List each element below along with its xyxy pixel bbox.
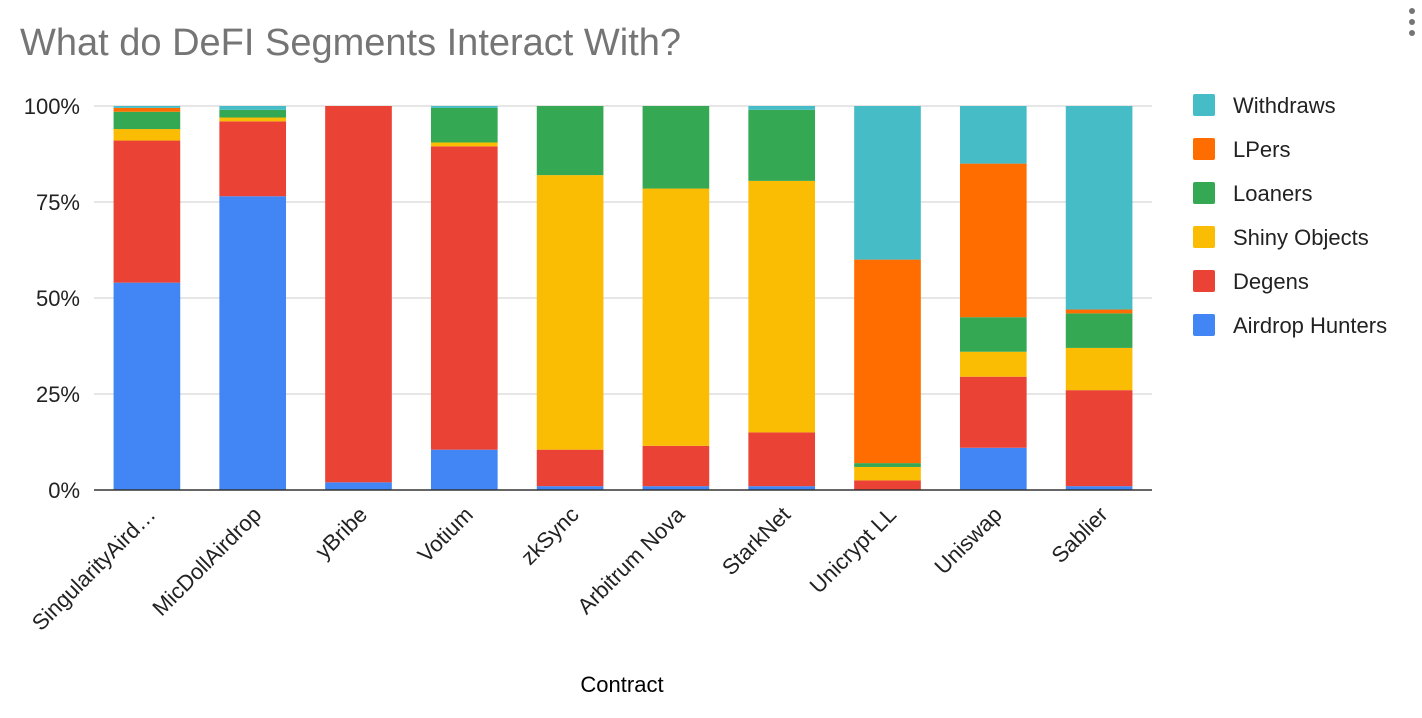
bar-segment[interactable] [854, 480, 921, 490]
bar-segment[interactable] [642, 486, 710, 490]
bar-segment[interactable] [959, 447, 1027, 490]
bar-segment[interactable] [219, 117, 287, 122]
bar-segment[interactable] [1065, 313, 1133, 348]
bar-segment[interactable] [748, 106, 816, 110]
bar-segment[interactable] [430, 142, 498, 147]
bar-segment[interactable] [748, 180, 816, 433]
x-tick-label: Unicrypt LL [805, 502, 901, 598]
bar-segment[interactable] [748, 109, 816, 181]
y-tick-label: 100% [24, 94, 80, 119]
x-tick-label: yBribe [310, 502, 372, 564]
bar-segment[interactable] [854, 466, 921, 481]
legend: Withdraws LPers Loaners Shiny Objects Degens… [1193, 93, 1387, 338]
x-tick-label: Votium [413, 502, 478, 567]
legend-swatch [1193, 226, 1215, 248]
bar-segment[interactable] [959, 317, 1027, 352]
bar-segment[interactable] [536, 449, 604, 487]
bar-segment[interactable] [113, 129, 181, 141]
y-tick-label: 0% [48, 478, 80, 503]
legend-swatch [1193, 270, 1215, 292]
bar-segment[interactable] [1065, 390, 1133, 487]
bar-segment[interactable] [959, 163, 1027, 318]
bar-segment[interactable] [642, 188, 710, 446]
bar-segment[interactable] [642, 445, 710, 487]
bar-segment[interactable] [325, 482, 392, 490]
bars [113, 106, 1133, 491]
bar-segment[interactable] [430, 106, 498, 108]
x-tick-label: Arbitrum Nova [572, 501, 690, 619]
more-vert-icon[interactable] [1400, 8, 1422, 48]
bar-segment[interactable] [219, 121, 287, 197]
legend-label[interactable]: LPers [1233, 137, 1290, 162]
bar-segment[interactable] [430, 146, 498, 450]
bar-segment[interactable] [113, 111, 181, 130]
bar-segment[interactable] [748, 432, 816, 487]
bar-segment[interactable] [219, 106, 287, 110]
bar-segment[interactable] [1065, 486, 1133, 490]
bar-segment[interactable] [219, 196, 287, 491]
bar-segment[interactable] [1065, 347, 1133, 391]
x-tick-label: StarkNet [717, 502, 795, 580]
x-axis-title: Contract [580, 672, 663, 697]
x-tick-label: SingularityAird… [27, 502, 161, 636]
bar-segment[interactable] [113, 106, 181, 108]
bar-segment[interactable] [959, 106, 1027, 164]
bar-segment[interactable] [854, 259, 921, 464]
bar-segment[interactable] [1065, 106, 1133, 310]
bar-segment[interactable] [854, 106, 921, 260]
x-tick-label: Sablier [1047, 502, 1113, 568]
bar-segment[interactable] [642, 106, 710, 189]
legend-label[interactable]: Shiny Objects [1233, 225, 1369, 250]
chart-title: What do DeFI Segments Interact With? [20, 22, 682, 64]
bar-segment[interactable] [959, 351, 1027, 377]
legend-label[interactable]: Withdraws [1233, 93, 1336, 118]
legend-swatch [1193, 182, 1215, 204]
x-tick-label: zkSync [516, 502, 584, 570]
bar-segment[interactable] [219, 109, 287, 118]
bar-segment[interactable] [959, 376, 1027, 448]
y-tick-label: 25% [36, 382, 80, 407]
bar-segment[interactable] [430, 449, 498, 490]
bar-segment[interactable] [536, 175, 604, 450]
x-tick-label: MicDollAirdrop [147, 502, 266, 621]
y-tick-label: 50% [36, 286, 80, 311]
legend-swatch [1193, 94, 1215, 116]
legend-label[interactable]: Airdrop Hunters [1233, 313, 1387, 338]
bar-segment[interactable] [325, 106, 392, 483]
y-tick-label: 75% [36, 190, 80, 215]
x-tick-label: Uniswap [929, 502, 1006, 579]
bar-segment[interactable] [854, 463, 921, 467]
bar-segment[interactable] [1065, 309, 1133, 314]
bar-segment[interactable] [113, 282, 181, 490]
bar-segment[interactable] [536, 106, 604, 176]
bar-segment[interactable] [113, 107, 181, 112]
legend-label[interactable]: Degens [1233, 269, 1309, 294]
bar-segment[interactable] [430, 107, 498, 143]
bar-segment[interactable] [113, 140, 181, 283]
bar-segment[interactable] [748, 486, 816, 490]
legend-label[interactable]: Loaners [1233, 181, 1313, 206]
bar-segment[interactable] [536, 486, 604, 490]
legend-swatch [1193, 314, 1215, 336]
legend-swatch [1193, 138, 1215, 160]
